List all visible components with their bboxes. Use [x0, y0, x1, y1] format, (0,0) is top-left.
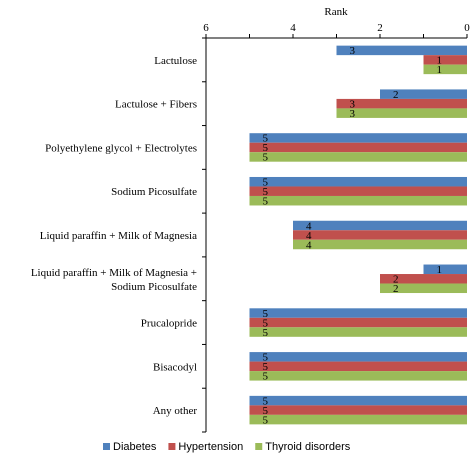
bar [249, 133, 467, 143]
data-label: 3 [350, 98, 356, 110]
data-label: 1 [437, 264, 443, 276]
category-label: Liquid paraffin + Milk of Magnesia [40, 230, 197, 242]
bar [336, 108, 467, 118]
data-label: 3 [350, 108, 356, 120]
data-label: 2 [393, 89, 399, 101]
legend-label: Diabetes [113, 441, 157, 453]
category-label: Sodium Picosulfate [111, 186, 197, 198]
data-label: 4 [306, 220, 312, 232]
x-tick-label: 0 [464, 22, 470, 34]
legend-swatch [103, 443, 110, 450]
x-axis-title: Rank [324, 6, 348, 18]
bar [249, 361, 467, 372]
legend-label: Hypertension [178, 441, 243, 453]
data-label: 5 [263, 195, 269, 207]
bar [423, 264, 467, 275]
data-label: 1 [437, 55, 443, 67]
legend: Diabetes Hypertension Thyroid disorders [103, 441, 351, 453]
bar [249, 195, 467, 206]
legend-swatch [168, 443, 176, 450]
category-label: Liquid paraffin + Milk of Magnesia + [31, 267, 197, 279]
data-label: 1 [437, 64, 443, 76]
data-label: 5 [263, 361, 269, 373]
data-label: 5 [263, 317, 269, 329]
bar [249, 176, 467, 187]
bar [249, 152, 467, 162]
bar [423, 55, 467, 65]
bar [249, 327, 467, 337]
bar [380, 274, 467, 284]
data-label: 5 [263, 142, 269, 154]
data-label: 5 [263, 133, 269, 145]
bar [293, 230, 467, 240]
bar [249, 352, 467, 362]
data-label: 5 [263, 395, 269, 407]
bar [336, 98, 467, 109]
data-label: 5 [263, 371, 269, 383]
data-label: 5 [263, 352, 269, 364]
category-label: Polyethylene glycol + Electrolytes [45, 142, 197, 154]
bar [293, 220, 467, 231]
category-label: Lactulose [154, 55, 197, 67]
bar [249, 186, 467, 196]
data-label: 2 [393, 274, 399, 286]
data-label: 5 [263, 414, 269, 426]
x-tick-label: 4 [290, 22, 296, 34]
category-label: Sodium Picosulfate [111, 281, 197, 293]
data-label: 5 [263, 176, 269, 188]
bar [249, 142, 467, 153]
category-label: Prucalopride [141, 318, 197, 330]
x-axis: 6 4 2 0 [202, 22, 470, 433]
data-label: 5 [263, 327, 269, 339]
data-label: 5 [263, 186, 269, 198]
bar [249, 414, 467, 425]
data-label: 3 [350, 45, 356, 57]
bar [336, 45, 467, 56]
data-label: 2 [393, 283, 399, 295]
category-label: Any other [153, 405, 198, 417]
data-label: 5 [263, 308, 269, 320]
legend-label: Thyroid disorders [265, 441, 350, 453]
data-label: 5 [263, 152, 269, 164]
data-label: 4 [306, 230, 312, 242]
bar [249, 371, 467, 381]
bar [380, 89, 467, 99]
bar [293, 239, 467, 250]
category-labels: Lactulose Lactulose + Fibers Polyethylene … [31, 55, 198, 417]
category-label: Lactulose + Fibers [115, 99, 197, 111]
bar [380, 283, 467, 294]
data-label: 5 [263, 405, 269, 417]
category-label: Bisacodyl [153, 361, 197, 373]
bar [249, 395, 467, 406]
x-tick-label: 2 [377, 22, 383, 34]
bar [249, 308, 467, 318]
legend-swatch [255, 443, 263, 450]
data-label: 4 [306, 239, 312, 251]
bar [249, 317, 467, 328]
x-tick-label: 6 [203, 22, 209, 34]
bar [423, 64, 467, 75]
bar [249, 405, 467, 415]
